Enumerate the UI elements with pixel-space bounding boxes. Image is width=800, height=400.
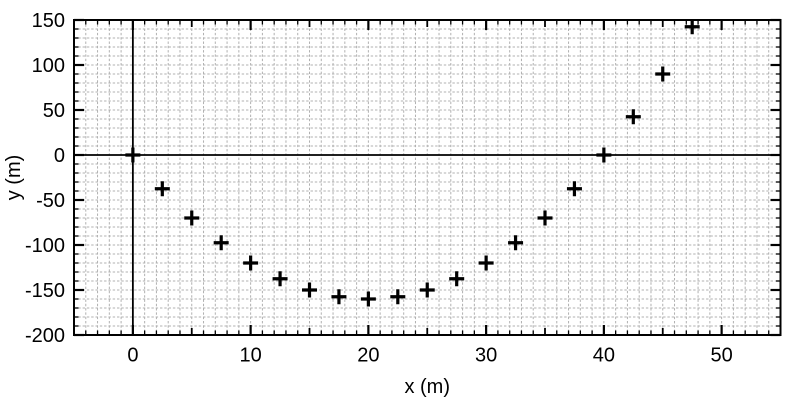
- data-point-marker: [125, 147, 141, 163]
- data-point-marker: [184, 210, 200, 226]
- plot-frame: [73, 19, 782, 336]
- y-tick-label: 0: [54, 145, 65, 167]
- data-point-marker: [449, 271, 465, 287]
- y-tick-label: 50: [43, 100, 65, 122]
- y-tick-label: 100: [32, 55, 65, 77]
- data-point-marker: [684, 19, 700, 35]
- y-tick-label: 150: [32, 10, 65, 32]
- y-tick-label: -50: [36, 190, 65, 212]
- data-point-marker: [537, 210, 553, 226]
- grid-lines: [74, 20, 781, 335]
- x-tick-label: 10: [240, 345, 262, 367]
- x-tick-label: 50: [711, 345, 733, 367]
- data-point-marker: [508, 235, 524, 251]
- zero-axes: [74, 20, 781, 335]
- data-point-marker: [272, 271, 288, 287]
- y-tick-label: -150: [25, 280, 65, 302]
- y-axis-label: y (m): [3, 155, 25, 201]
- data-point-marker: [419, 282, 435, 298]
- y-tick-label: -100: [25, 235, 65, 257]
- data-point-marker: [213, 235, 229, 251]
- data-point-marker: [390, 289, 406, 305]
- data-point-marker: [243, 255, 259, 271]
- x-axis-label: x (m): [404, 376, 450, 398]
- data-point-marker: [478, 255, 494, 271]
- x-tick-label: 0: [127, 345, 138, 367]
- x-tick-label: 40: [593, 345, 615, 367]
- x-tick-labels: 0 10 20 30 40 50: [127, 345, 732, 367]
- y-tick-label: -200: [25, 325, 65, 347]
- data-point-marker: [596, 147, 612, 163]
- data-point-marker: [302, 282, 317, 298]
- data-points: [125, 19, 700, 307]
- data-point-marker: [360, 291, 376, 307]
- y-tick-labels: -200 -150 -100 -50 0 50 100 150: [25, 10, 65, 347]
- data-point-marker: [331, 289, 347, 305]
- x-tick-label: 30: [475, 345, 497, 367]
- x-tick-label: 20: [357, 345, 379, 367]
- data-point-marker: [566, 181, 582, 197]
- data-point-marker: [655, 66, 671, 82]
- data-point-marker: [625, 109, 641, 125]
- data-point-marker: [154, 181, 170, 197]
